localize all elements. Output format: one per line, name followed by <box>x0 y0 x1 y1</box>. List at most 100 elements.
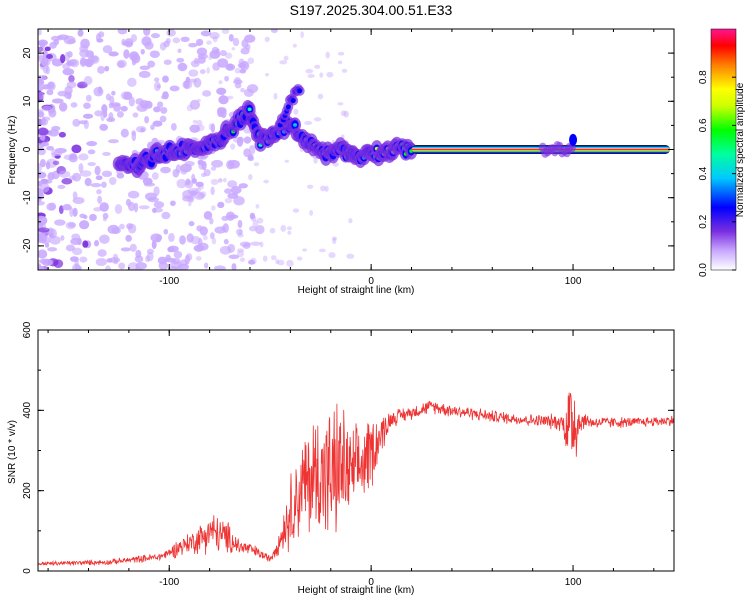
spectrogram-noise-speck <box>287 230 292 235</box>
spectrogram-noise-speck <box>283 55 289 61</box>
spectrogram-noise-speck <box>235 228 243 236</box>
colorbar-label: Normalized spectral amplitude <box>735 82 746 217</box>
spectrogram-noise-speck <box>57 34 70 40</box>
spectrogram-noise-speck <box>189 124 200 133</box>
spectrogram-noise-speck <box>51 98 64 104</box>
spectrogram-noise-speck <box>195 38 204 46</box>
spectrogram-noise-speck <box>248 259 256 265</box>
spectrogram-noise-speck <box>209 31 220 40</box>
spectrogram-noise-speck <box>72 191 78 200</box>
spectrogram-noise-speck <box>85 94 92 102</box>
spectrogram-noise-speck <box>72 207 78 217</box>
snr-series-line <box>38 392 674 567</box>
spectrogram-noise-speck <box>208 123 213 131</box>
spectrogram-noise-speck <box>84 177 92 187</box>
spectrogram-noise-speck <box>62 68 75 76</box>
spectrogram-noise-speck <box>202 235 208 241</box>
spectrogram-noise-speck <box>78 163 84 173</box>
spectrogram-noise-speck <box>108 177 117 186</box>
spectrogram-noise-speck <box>84 58 94 68</box>
spectrogram-noise-speck <box>221 225 226 231</box>
spectrogram-noise-speck <box>317 93 324 100</box>
spectrogram-noise-speck <box>153 186 160 197</box>
spectrogram-noise-speck <box>51 58 64 67</box>
spectrogram-noise-speck <box>118 262 126 270</box>
spectrogram-noise-speck <box>42 116 51 121</box>
spectrogram-branch-blob <box>285 104 291 110</box>
spectrogram-noise-speck <box>46 202 56 211</box>
spectrogram-noise-speck <box>151 207 157 214</box>
spectrogram-ytick-label: 20 <box>22 47 33 59</box>
spectrogram-noise-speck <box>141 104 148 110</box>
spectrogram-noise-speck <box>184 254 191 265</box>
spectrogram-noise-speck <box>80 38 90 49</box>
spectrogram-noise-speck <box>292 208 300 213</box>
spectrogram-xtick-label: 0 <box>368 276 374 287</box>
spectrogram-noise-speck <box>71 144 82 154</box>
snr-ytick-label: 600 <box>22 321 33 338</box>
spectrogram-noise-speck <box>180 36 190 43</box>
spectrogram-noise-speck <box>131 53 141 64</box>
snr-xtick-label: -100 <box>159 577 179 588</box>
spectrogram-noise-speck <box>250 257 257 265</box>
spectrogram-noise-speck <box>64 91 72 99</box>
spectrogram-noise-speck <box>179 235 186 245</box>
spectrogram-noise-speck <box>243 61 249 69</box>
spectrogram-noise-speck <box>224 75 229 82</box>
spectrogram-noise-speck <box>202 90 212 97</box>
spectrogram-noise-speck <box>38 249 48 259</box>
spectrogram-noise-speck <box>189 99 201 110</box>
spectrogram-noise-speck <box>238 183 248 189</box>
spectrogram-noise-speck <box>160 166 171 174</box>
spectrogram-noise-speck <box>217 58 229 68</box>
spectrogram-noise-speck <box>52 160 60 166</box>
spectrogram-noise-speck <box>270 29 279 34</box>
colorbar: 0.0 0.2 0.4 0.6 0.8 Normalized spectral ampl… <box>698 28 746 277</box>
spectrogram-noise-speck <box>139 65 151 71</box>
spectrogram-noise-speck <box>79 220 90 230</box>
spectrogram-noise-speck <box>224 197 233 204</box>
spectrogram-noise-speck <box>151 172 159 180</box>
spectrogram-noise-speck <box>99 123 109 131</box>
spectrogram-noise-speck <box>340 110 347 117</box>
spectrogram-noise-speck <box>211 46 219 54</box>
spectrogram-noise-speck <box>162 91 169 100</box>
spectrogram-noise-speck <box>102 45 113 54</box>
spectrogram-noise-speck <box>296 256 303 261</box>
spectrogram-noise-speck <box>239 257 246 262</box>
spectrogram-noise-speck <box>96 189 102 195</box>
spectrogram-noise-speck <box>46 145 55 151</box>
spectrogram-noise-speck <box>49 41 57 49</box>
spectrogram-noise-speck <box>95 257 108 266</box>
spectrogram-noise-speck <box>196 192 205 199</box>
spectrogram-noise-speck <box>46 158 58 169</box>
spectrogram-noise-speck <box>138 205 150 210</box>
spectrogram-noise-speck <box>337 60 343 65</box>
snr-axes: -100 0 100 0 200 400 600 <box>22 321 674 588</box>
spectrogram-noise-speck <box>248 145 256 155</box>
spectrogram-noise-speck <box>188 221 195 227</box>
spectrogram-noise-speck <box>74 257 79 268</box>
spectrogram-noise-speck <box>135 266 142 270</box>
spectrogram-noise-speck <box>211 237 217 245</box>
spectrogram-noise-speck <box>60 53 66 64</box>
spectrogram-noise-speck <box>120 247 131 252</box>
spectrogram-noise-speck <box>77 29 84 37</box>
colorbar-tick-label: 0.2 <box>698 214 709 228</box>
colorbar-tick-label: 0.0 <box>698 263 709 277</box>
spectrogram-noise-speck <box>172 37 181 44</box>
spectrogram-noise-speck <box>153 201 165 209</box>
spectrogram-noise-speck <box>187 202 192 207</box>
spectrogram-noise-speck <box>224 52 233 59</box>
spectrogram-noise-speck <box>87 149 96 155</box>
spectrogram-noise-speck <box>127 190 140 199</box>
spectrogram-noise-speck <box>206 40 212 45</box>
spectrogram-noise-speck <box>66 60 75 66</box>
spectrogram-noise-speck <box>324 185 329 192</box>
spectrogram-ytick-label: 10 <box>22 95 33 107</box>
spectrogram-noise-speck <box>177 48 182 53</box>
spectrogram-noise-speck <box>263 179 270 184</box>
spectrogram-noise-speck <box>184 160 195 167</box>
spectrogram-noise-speck <box>277 259 285 266</box>
